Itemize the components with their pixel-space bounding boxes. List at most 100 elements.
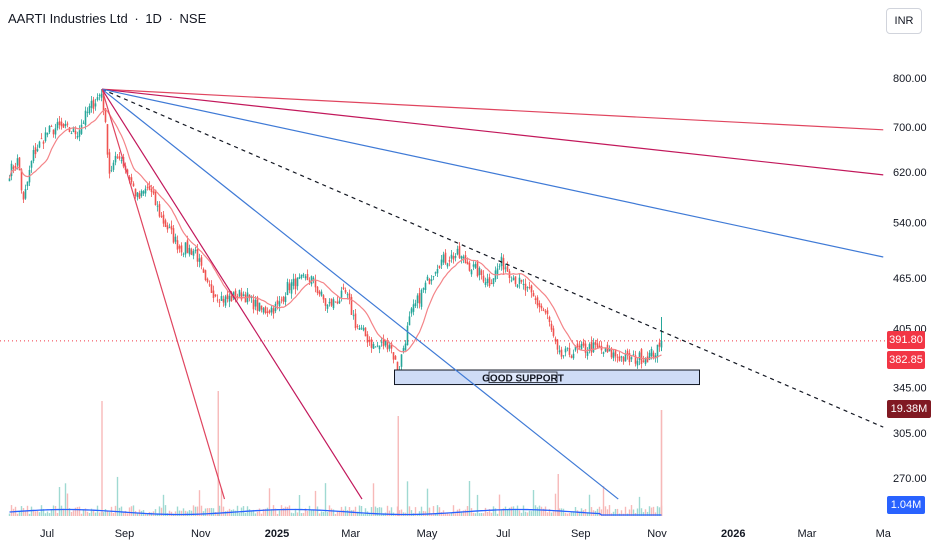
volume-bar	[590, 507, 593, 516]
volume-bar	[236, 505, 239, 516]
candle-body	[488, 277, 491, 287]
candle-body	[354, 313, 357, 329]
volume-bar	[22, 508, 25, 516]
candle	[262, 307, 265, 315]
candle	[488, 273, 491, 288]
volume-bar	[130, 506, 133, 516]
candle	[416, 293, 419, 309]
volume-bar	[256, 511, 259, 516]
candle	[236, 293, 239, 301]
candle	[130, 173, 133, 185]
candle-body	[628, 353, 631, 363]
candle-body	[332, 299, 335, 309]
candle-body	[194, 249, 197, 252]
candle-body	[134, 188, 137, 197]
candle	[48, 125, 51, 135]
volume-bar	[274, 508, 277, 516]
x-tick-label: Sep	[571, 528, 591, 540]
candle-body	[346, 294, 349, 296]
volume-bar	[342, 509, 345, 516]
volume-bar	[220, 488, 223, 516]
candle-body	[618, 356, 621, 361]
candle	[400, 354, 403, 372]
candle	[356, 324, 359, 330]
candle-body	[220, 296, 223, 301]
fan-line-crimson	[101, 88, 884, 176]
candle	[52, 129, 55, 138]
volume-bar	[604, 506, 607, 516]
candle-body	[170, 225, 173, 230]
volume-bars	[8, 391, 663, 516]
candle	[240, 287, 243, 302]
candle	[266, 307, 269, 317]
candle	[188, 244, 191, 257]
candle	[272, 305, 275, 319]
volume-bar	[164, 505, 167, 516]
volume-bar	[46, 511, 49, 516]
candle	[30, 160, 33, 173]
candle	[412, 299, 415, 316]
candle	[288, 279, 291, 294]
volume-bar	[500, 510, 503, 516]
volume-bar	[418, 511, 421, 516]
candle-body	[610, 348, 613, 358]
candle-body	[298, 277, 301, 279]
candle	[434, 271, 437, 277]
volume-bar	[94, 512, 97, 516]
candle-body	[64, 123, 67, 126]
candle	[166, 222, 169, 233]
candle-body	[510, 280, 513, 282]
candle-body	[294, 278, 297, 290]
volume-bar	[36, 510, 39, 516]
candle	[82, 120, 85, 124]
volume-bar	[98, 512, 101, 516]
volume-bar	[426, 488, 429, 516]
candle-body	[594, 341, 597, 345]
candle-body	[486, 278, 489, 284]
candle	[114, 151, 117, 166]
volume-bar	[34, 511, 37, 516]
volume-bar	[122, 512, 125, 516]
candle	[570, 354, 573, 359]
candle-body	[100, 93, 103, 98]
candle	[572, 349, 575, 360]
candle	[358, 324, 361, 330]
candle-body	[238, 290, 241, 297]
candle	[56, 118, 59, 131]
candle-body	[586, 351, 589, 356]
candle-body	[244, 294, 247, 303]
candle-body	[430, 279, 433, 282]
candle	[438, 265, 441, 269]
volume-bar	[10, 505, 13, 516]
symbol-name[interactable]: AARTI Industries Ltd	[8, 11, 128, 26]
volume-bar	[496, 513, 499, 516]
volume-bar	[646, 511, 649, 516]
volume-bar	[284, 506, 287, 516]
candle	[90, 96, 93, 113]
volume-bar	[30, 506, 33, 516]
candle-body	[420, 289, 423, 307]
volume-bar	[290, 512, 293, 516]
candle-body	[212, 290, 215, 298]
candle	[624, 349, 627, 362]
candle	[584, 340, 587, 359]
currency-button[interactable]: INR	[886, 8, 922, 34]
candle-body	[448, 260, 451, 262]
candle-body	[202, 269, 205, 273]
candle-body	[530, 285, 533, 293]
candle	[134, 188, 137, 199]
candle	[138, 190, 141, 200]
candle	[450, 250, 453, 263]
candle	[578, 340, 581, 350]
interval-label[interactable]: 1D	[145, 11, 162, 26]
candle-body	[266, 311, 269, 314]
candle	[566, 347, 569, 352]
candle	[68, 126, 71, 133]
candle-body	[260, 305, 263, 310]
volume-bar	[306, 511, 309, 516]
y-tick-label: 305.00	[893, 428, 927, 440]
candle-body	[228, 295, 231, 302]
candle-body	[654, 355, 657, 359]
candle-body	[490, 283, 493, 285]
